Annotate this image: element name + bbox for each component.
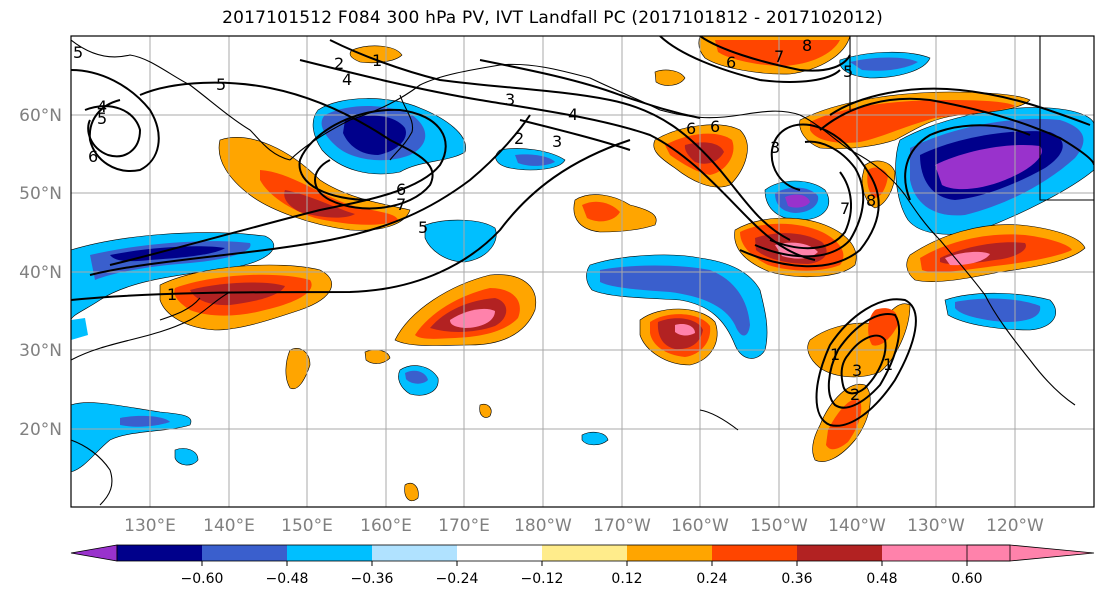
contour-label: 7 [840,199,850,218]
colorbar-tick-label: −0.60 [181,571,224,587]
contour-label: 1 [167,285,177,304]
colorbar-ticks [201,561,968,566]
colorbar-segment [882,545,967,561]
colorbar-tick-label: −0.48 [266,571,309,587]
colorbar-tick-label: −0.36 [351,571,394,587]
colorbar-segment [287,545,372,561]
latitude-labels: 60°N 50°N 40°N 30°N 20°N [19,106,62,440]
colorbar-segment [457,545,542,561]
contour-label: 7 [396,195,406,214]
contour-label: 6 [686,119,696,138]
graticule [71,36,1094,507]
colorbar-tick-label: 0.48 [866,571,897,587]
lon-label: 160°E [360,516,412,536]
contour-label: 5 [73,43,83,62]
lon-label: 150°W [750,516,808,536]
lon-label: 170°W [593,516,651,536]
contour-label: 6 [710,117,720,136]
colorbar-extend-high [966,544,1095,562]
contour-label: 4 [97,97,107,116]
lon-label: 140°E [203,516,255,536]
colorbar: −0.60 −0.48 −0.36 −0.24 −0.12 0.12 0.24 … [70,544,1095,587]
contour-label: 7 [774,47,784,66]
lon-label: 150°E [281,516,333,536]
colorbar-tick-label: 0.60 [951,571,982,587]
lon-label: 130°E [124,516,176,536]
contour-label: 4 [568,105,578,124]
colorbar-segment [372,545,457,561]
contour-label: 2 [514,129,524,148]
colorbar-tick-label: 0.12 [611,571,642,587]
contour-label: 2 [850,385,860,404]
colorbar-tick-label: 0.24 [696,571,727,587]
lon-label: 130°W [907,516,965,536]
ivt-contours [71,36,1094,427]
map-frame [70,35,1095,508]
contour-label: 6 [396,180,406,199]
contour-label: 3 [552,132,562,151]
coastlines [71,36,1094,506]
lat-label: 30°N [19,341,62,361]
colorbar-segment [117,545,202,561]
colorbar-segment [542,545,627,561]
colorbar-tick-label: 0.36 [781,571,812,587]
lon-label: 170°E [438,516,490,536]
contour-label: 3 [505,90,515,109]
contour-labels: 5 2 1 4 5 4 5 6 3 4 3 2 6 7 8 6 7 6 3 5 … [73,36,893,404]
colorbar-segment [797,545,882,561]
contour-label: 1 [830,345,840,364]
map-panel: 5 2 1 4 5 4 5 6 3 4 3 2 6 7 8 6 7 6 3 5 … [71,36,1094,507]
contour-label: 8 [802,36,812,55]
contour-label: 8 [866,191,876,210]
contour-label: 6 [726,53,736,72]
contour-label: 1 [372,51,382,70]
colorbar-tick-labels: −0.60 −0.48 −0.36 −0.24 −0.12 0.12 0.24 … [181,571,983,587]
lat-label: 40°N [19,263,62,283]
colorbar-segment [627,545,712,561]
contour-label: 5 [418,218,428,237]
map-title: 2017101512 F084 300 hPa PV, IVT Landfall… [222,8,883,28]
contour-label: 5 [216,75,226,94]
contour-label: 3 [770,138,780,157]
contour-label: 1 [883,355,893,374]
lat-label: 20°N [19,420,62,440]
lon-label: 140°W [828,516,886,536]
colorbar-segment [712,545,797,561]
colorbar-segment [202,545,287,561]
contour-label: 6 [88,147,98,166]
lon-label: 180°W [514,516,572,536]
colorbar-tick-label: −0.24 [436,571,479,587]
lon-label: 160°W [671,516,729,536]
contour-label: 3 [852,361,862,380]
longitude-labels: 130°E 140°E 150°E 160°E 170°E 180°W 170°… [124,516,1044,536]
lon-label: 120°W [986,516,1044,536]
colorbar-tick-label: −0.12 [521,571,564,587]
contour-label: 2 [334,54,344,73]
colorbar-extend-low [70,544,118,562]
contour-label: 5 [97,109,107,128]
contour-label: 4 [342,70,352,89]
lat-label: 50°N [19,184,62,204]
lat-label: 60°N [19,106,62,126]
contour-label: 5 [843,62,853,81]
